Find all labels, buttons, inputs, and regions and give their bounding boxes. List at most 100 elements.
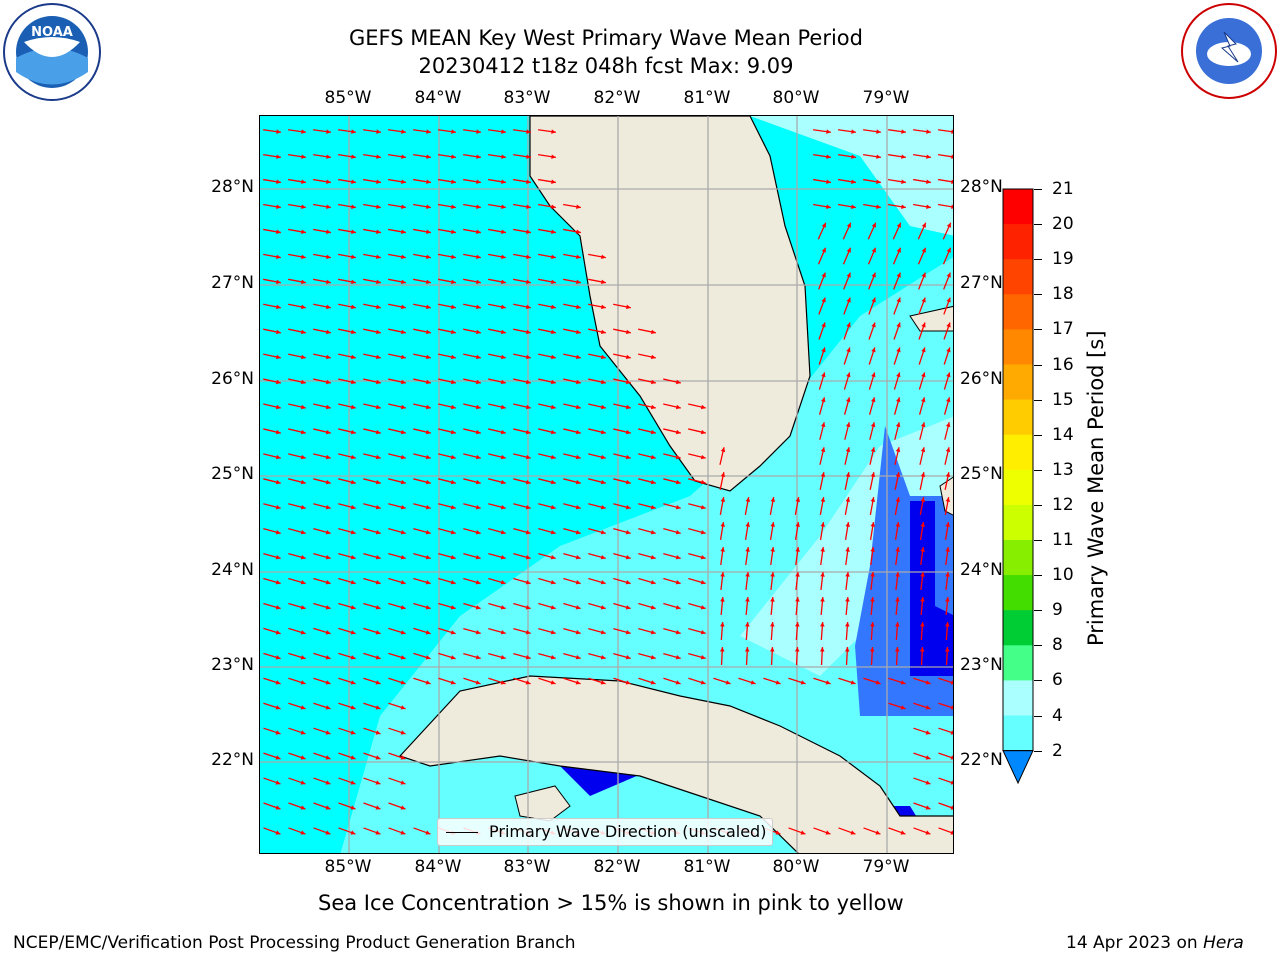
- wave-arrowhead: [450, 454, 456, 460]
- wave-arrowhead: [300, 655, 306, 660]
- wave-arrowhead: [675, 580, 681, 585]
- wave-arrowhead: [275, 830, 281, 835]
- colorbar-tick-label: 19: [1052, 249, 1074, 270]
- wave-arrowhead: [926, 154, 931, 159]
- wave-arrowhead: [275, 479, 281, 485]
- wave-arrowhead: [675, 529, 681, 535]
- wave-arrowhead: [720, 522, 725, 527]
- wave-arrowhead: [425, 354, 431, 360]
- wave-arrowhead: [550, 404, 556, 410]
- wave-arrowhead: [525, 654, 531, 660]
- wave-arrowhead: [450, 605, 456, 610]
- wave-arrowhead: [350, 479, 356, 485]
- wave-arrowhead: [950, 780, 953, 785]
- bahamas-landmass: [909, 305, 953, 332]
- wave-arrowhead: [401, 179, 406, 184]
- lat-label-left: 24°N: [211, 560, 254, 580]
- wave-arrowhead: [275, 680, 281, 685]
- wave-arrowhead: [326, 229, 331, 235]
- wave-arrowhead: [351, 304, 356, 310]
- wave-arrowhead: [525, 329, 531, 335]
- wave-arrowhead: [820, 472, 826, 478]
- wave-arrowhead: [301, 154, 306, 159]
- colorbar-tick-label: 18: [1052, 284, 1074, 305]
- colorbar-tick-mark: [1034, 469, 1042, 471]
- wave-arrowhead: [376, 229, 381, 235]
- wave-arrowhead: [375, 354, 381, 360]
- wave-arrowhead: [475, 479, 481, 485]
- wave-arrowhead: [896, 397, 901, 403]
- wave-arrowhead: [820, 547, 825, 552]
- wave-arrowhead: [945, 572, 950, 577]
- wave-arrowhead: [275, 605, 281, 610]
- wave-arrowhead: [845, 522, 850, 527]
- wave-arrowhead: [920, 547, 925, 552]
- wave-arrowhead: [350, 680, 356, 685]
- colorbar-segment: [1003, 294, 1033, 330]
- wave-arrowhead: [301, 204, 306, 209]
- wave-arrowhead: [900, 830, 906, 835]
- wave-arrowhead: [921, 272, 926, 278]
- wave-arrowhead: [770, 597, 775, 602]
- wave-arrowhead: [300, 605, 306, 610]
- wave-arrowhead: [650, 555, 656, 560]
- wave-arrowhead: [351, 279, 356, 285]
- wave-arrowhead: [300, 580, 306, 585]
- wave-arrowhead: [601, 279, 606, 285]
- wave-arrowhead: [501, 154, 506, 159]
- wave-arrowhead: [525, 555, 531, 560]
- wave-arrowhead: [871, 247, 876, 253]
- wave-arrowhead: [950, 730, 953, 735]
- wave-arrowhead: [275, 504, 281, 510]
- wave-arrowhead: [425, 379, 431, 385]
- wave-arrowhead: [350, 504, 356, 510]
- lat-label-left: 23°N: [211, 655, 254, 675]
- wave-arrowhead: [745, 497, 751, 502]
- wave-arrowhead: [871, 222, 876, 228]
- wave-arrowhead: [275, 730, 281, 735]
- lat-label-right: 26°N: [960, 369, 1003, 389]
- wave-arrowhead: [896, 272, 901, 278]
- wave-arrowhead: [770, 522, 775, 527]
- wave-arrowhead: [300, 780, 306, 785]
- footer-right: 14 Apr 2023 on Hera: [1066, 933, 1244, 953]
- wave-arrowhead: [820, 597, 825, 602]
- wave-arrowhead: [845, 622, 850, 627]
- wave-arrowhead: [425, 680, 431, 685]
- wave-arrowhead: [526, 129, 531, 134]
- wave-arrowhead: [920, 522, 925, 527]
- wave-arrowhead: [551, 279, 556, 285]
- sea-ice-note: Sea Ice Concentration > 15% is shown in …: [318, 891, 904, 915]
- wave-arrowhead: [375, 655, 381, 660]
- wave-arrowhead: [400, 655, 406, 660]
- wave-arrowhead: [525, 354, 531, 360]
- wave-arrowhead: [821, 247, 826, 253]
- wave-arrowhead: [450, 404, 456, 410]
- wave-arrowhead: [920, 422, 926, 428]
- wave-arrowhead: [625, 479, 631, 485]
- wave-arrowhead: [275, 630, 281, 635]
- wave-arrowhead: [326, 279, 331, 285]
- wave-arrowhead: [425, 580, 431, 585]
- wave-arrowhead: [870, 622, 875, 627]
- wave-arrowhead: [850, 680, 856, 685]
- map-legend: Primary Wave Direction (unscaled): [437, 818, 773, 846]
- wave-arrowhead: [450, 504, 456, 510]
- wave-arrowhead: [700, 479, 706, 485]
- wave-arrowhead: [526, 304, 531, 310]
- lon-label-top: 83°W: [503, 88, 551, 108]
- wave-arrowhead: [675, 404, 681, 410]
- wave-arrowhead: [450, 529, 456, 535]
- wave-arrowhead: [300, 404, 306, 410]
- wave-arrowhead: [720, 572, 725, 577]
- wave-arrowhead: [945, 447, 951, 453]
- wave-arrowhead: [795, 547, 800, 552]
- wave-arrowhead: [926, 179, 931, 184]
- wave-arrowhead: [795, 597, 800, 602]
- wave-arrowhead: [325, 680, 331, 685]
- wave-arrowhead: [700, 454, 706, 460]
- wave-arrowhead: [550, 680, 556, 685]
- wave-arrowhead: [325, 755, 331, 760]
- lat-label-right: 23°N: [960, 655, 1003, 675]
- wave-arrowhead: [301, 254, 306, 260]
